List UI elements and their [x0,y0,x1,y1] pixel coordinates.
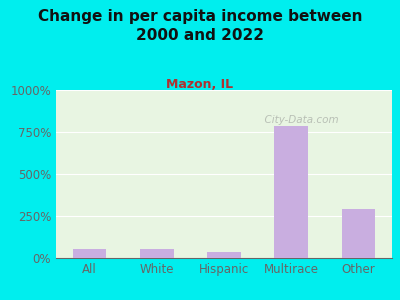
Bar [140,249,174,258]
Bar [274,126,308,258]
Text: City-Data.com: City-Data.com [258,115,338,125]
Bar [73,249,106,258]
Text: Mazon, IL: Mazon, IL [166,78,234,91]
Bar [207,252,241,258]
Bar [342,209,375,258]
Text: Change in per capita income between
2000 and 2022: Change in per capita income between 2000… [38,9,362,43]
